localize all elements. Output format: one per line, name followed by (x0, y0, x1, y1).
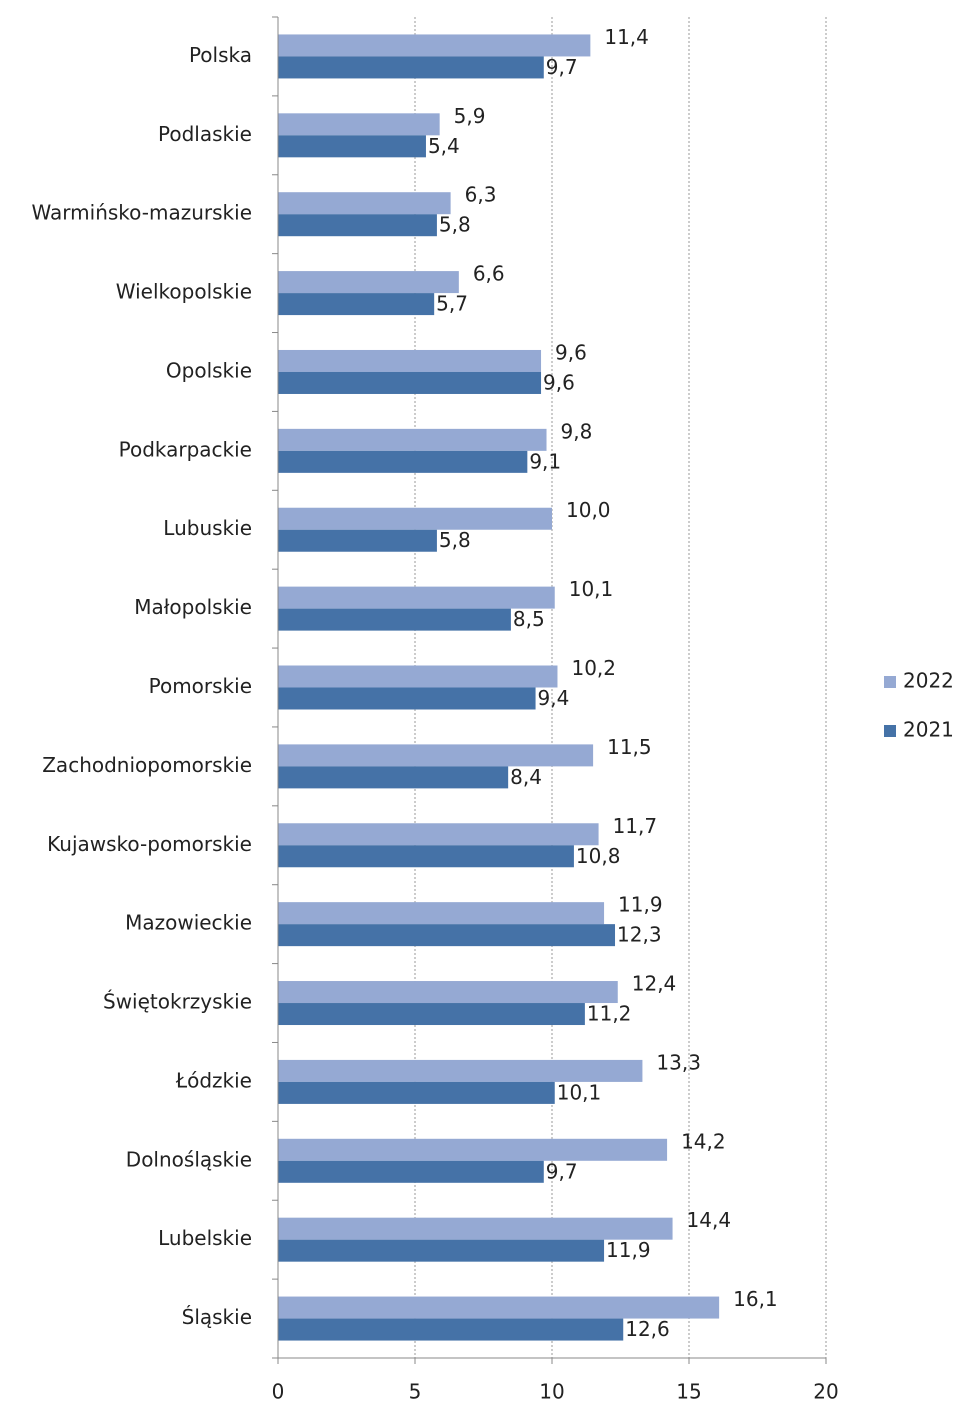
value-label: 5,8 (439, 528, 471, 552)
value-label: 10,8 (576, 844, 621, 868)
bar (278, 608, 511, 631)
bar (278, 371, 542, 394)
y-tick-label: Mazowieckie (125, 911, 252, 935)
value-label: 10,2 (571, 656, 616, 680)
y-tick-label: Podkarpackie (119, 437, 252, 461)
y-tick-label: Łódzkie (175, 1068, 252, 1092)
value-label: 9,6 (555, 340, 587, 364)
bar (278, 450, 528, 473)
value-label: 9,4 (538, 686, 570, 710)
bar (278, 1059, 643, 1082)
value-label: 11,7 (613, 814, 658, 838)
y-tick-label: Warmińsko-mazurskie (32, 201, 252, 225)
bar (278, 34, 591, 57)
value-label: 6,6 (473, 262, 505, 286)
bar (278, 766, 509, 789)
bar (278, 1296, 720, 1319)
x-tick-label: 5 (409, 1380, 422, 1404)
bar (278, 529, 437, 552)
y-tick-label: Lubelskie (158, 1226, 252, 1250)
bar (278, 586, 555, 609)
value-label: 11,9 (606, 1238, 651, 1262)
bar (278, 293, 435, 316)
y-tick-label: Pomorskie (149, 674, 252, 698)
value-label: 11,5 (607, 735, 652, 759)
bar (278, 135, 426, 158)
bar (278, 665, 558, 688)
bar (278, 902, 605, 925)
bar (278, 271, 459, 294)
value-label: 5,9 (454, 104, 486, 128)
value-label: 5,4 (428, 134, 460, 158)
value-label: 14,4 (687, 1208, 732, 1232)
value-label: 9,8 (561, 419, 593, 443)
bar (278, 428, 547, 451)
x-tick-label: 15 (676, 1380, 701, 1404)
bar (278, 349, 542, 372)
value-label: 9,6 (543, 370, 575, 394)
value-label: 11,4 (604, 25, 649, 49)
bar (278, 845, 574, 868)
y-tick-label: Kujawsko-pomorskie (47, 832, 252, 856)
y-tick-label: Świętokrzyskie (103, 990, 252, 1014)
x-tick-label: 0 (272, 1380, 285, 1404)
value-label: 5,7 (436, 292, 468, 316)
bar (278, 507, 552, 530)
y-tick-label: Lubuskie (163, 516, 252, 540)
value-label: 10,0 (566, 498, 611, 522)
bar (278, 1239, 605, 1262)
bar (278, 823, 599, 846)
legend-swatch (884, 725, 896, 737)
bar (278, 1138, 668, 1161)
x-tick-label: 10 (539, 1380, 564, 1404)
bar (278, 192, 451, 215)
value-label: 8,4 (510, 765, 542, 789)
bar (278, 744, 594, 767)
value-label: 13,3 (656, 1050, 701, 1074)
legend-swatch (884, 676, 896, 688)
y-tick-label: Opolskie (166, 358, 252, 382)
bar (278, 1318, 624, 1341)
x-tick-label: 20 (813, 1380, 838, 1404)
bar (278, 1217, 673, 1240)
value-label: 9,1 (529, 449, 561, 473)
value-label: 12,6 (625, 1317, 670, 1341)
bar (278, 1160, 544, 1183)
value-label: 8,5 (513, 607, 545, 631)
value-label: 14,2 (681, 1129, 726, 1153)
value-label: 12,4 (632, 972, 677, 996)
value-label: 12,3 (617, 923, 662, 947)
y-tick-label: Małopolskie (134, 595, 252, 619)
bar (278, 113, 440, 136)
bar (278, 924, 616, 947)
bar (278, 1081, 555, 1104)
bar (278, 981, 618, 1004)
legend-label: 2021 (903, 718, 954, 742)
value-label: 10,1 (569, 577, 614, 601)
bar (278, 214, 437, 237)
value-label: 11,2 (587, 1002, 632, 1026)
y-tick-label: Wielkopolskie (116, 280, 252, 304)
value-label: 11,9 (618, 893, 663, 917)
legend-label: 2022 (903, 669, 954, 693)
value-label: 9,7 (546, 55, 578, 79)
bar (278, 687, 536, 710)
y-tick-label: Zachodniopomorskie (42, 753, 252, 777)
value-label: 10,1 (557, 1080, 602, 1104)
y-tick-label: Podlaskie (158, 122, 252, 146)
y-tick-label: Polska (189, 43, 252, 67)
value-label: 6,3 (465, 183, 497, 207)
value-label: 9,7 (546, 1159, 578, 1183)
bar (278, 56, 544, 79)
value-label: 5,8 (439, 213, 471, 237)
value-label: 16,1 (733, 1287, 778, 1311)
bar (278, 1003, 585, 1026)
y-tick-label: Dolnośląskie (126, 1147, 252, 1171)
y-tick-label: Śląskie (182, 1305, 252, 1329)
